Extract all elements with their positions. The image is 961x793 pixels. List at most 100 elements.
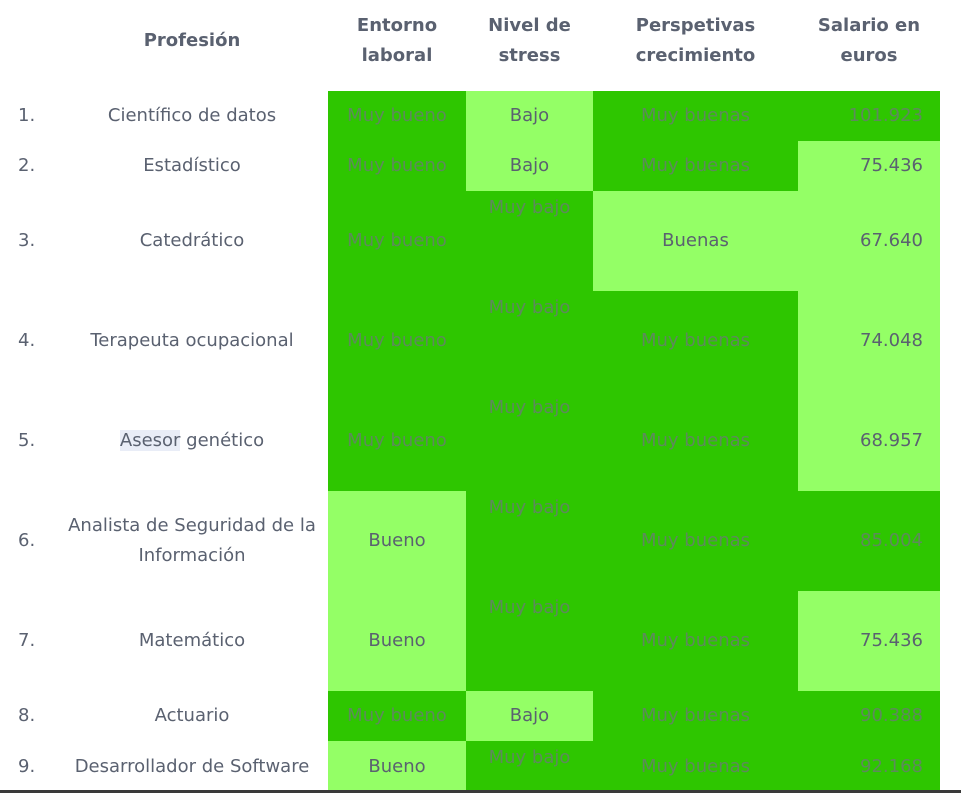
profession-label: Catedrático: [139, 230, 245, 251]
growth-cell: Muy buenas: [593, 291, 798, 391]
salary-cell: 74.048: [798, 291, 940, 391]
environment-cell: Bueno: [328, 741, 466, 793]
salary-cell-text: 68.957: [860, 430, 923, 451]
environment-cell: Bueno: [328, 491, 466, 591]
profession-label: Estadístico: [143, 155, 241, 176]
growth-cell: Muy buenas: [593, 91, 798, 141]
profession-label: Matemático: [138, 630, 246, 651]
profession-text: Matemático: [139, 626, 245, 656]
salary-cell: 101.923: [798, 91, 940, 141]
stress-cell-text: Muy bajo: [488, 397, 571, 418]
row-number-text: 3.: [18, 230, 36, 251]
row-number-text: 4.: [18, 330, 36, 351]
environment-cell-text: Muy bueno: [347, 705, 447, 726]
growth-cell: Muy buenas: [593, 391, 798, 491]
row-number-text: 5.: [18, 430, 36, 451]
salary-cell: 90.388: [798, 691, 940, 741]
header-growth: Perspetivas crecimiento: [593, 10, 798, 72]
stress-cell-text: Muy bajo: [488, 297, 571, 318]
salary-cell-text: 74.048: [860, 330, 923, 351]
growth-cell-text: Muy buenas: [640, 330, 751, 351]
environment-cell-text: Bueno: [368, 530, 426, 551]
growth-cell-text: Muy buenas: [640, 630, 751, 651]
profession-name: Analista de Seguridad de la Información: [60, 491, 324, 591]
profession-label: Terapeuta ocupacional: [90, 330, 294, 351]
salary-cell: 75.436: [798, 591, 940, 691]
row-number: 7.: [0, 591, 60, 691]
header-stress-line2: stress: [498, 45, 561, 66]
profession-text: Científico de datos: [108, 101, 276, 131]
profession-text: Estadístico: [143, 151, 241, 181]
stress-cell-text: Bajo: [509, 705, 550, 726]
environment-cell: Muy bueno: [328, 691, 466, 741]
growth-cell-text: Muy buenas: [640, 756, 751, 777]
stress-cell-text: Bajo: [509, 155, 550, 176]
header-environment: Entorno laboral: [328, 10, 466, 72]
growth-cell-text: Buenas: [662, 230, 729, 251]
salary-cell: 85.004: [798, 491, 940, 591]
salary-cell-text: 92.168: [860, 756, 923, 777]
table-bottom-rule: [0, 790, 961, 793]
environment-cell: Muy bueno: [328, 191, 466, 291]
profession-label: Analista de Seguridad de la Información: [68, 515, 316, 566]
profession-text: Analista de Seguridad de la Información: [60, 511, 324, 571]
profession-text: Catedrático: [140, 226, 245, 256]
stress-cell: Muy bajo: [466, 491, 593, 591]
profession-label: Desarrollador de Software: [74, 756, 310, 777]
salary-cell: 68.957: [798, 391, 940, 491]
salary-cell-text: 85.004: [860, 530, 923, 551]
stress-cell-text: Muy bajo: [488, 197, 571, 218]
growth-cell-text: Muy buenas: [640, 155, 751, 176]
profession-name: Desarrollador de Software: [60, 741, 324, 793]
environment-cell: Muy bueno: [328, 291, 466, 391]
stress-cell-text: Muy bajo: [488, 747, 571, 768]
header-growth-line1: Perspetivas: [635, 15, 756, 36]
profession-name: Catedrático: [60, 191, 324, 291]
row-number-text: 2.: [18, 155, 36, 176]
stress-cell: Muy bajo: [466, 291, 593, 391]
stress-cell: Muy bajo: [466, 591, 593, 691]
profession-label: Científico de datos: [107, 105, 277, 126]
growth-cell: Muy buenas: [593, 141, 798, 191]
environment-cell-text: Muy bueno: [347, 155, 447, 176]
salary-cell-text: 90.388: [860, 705, 923, 726]
growth-cell: Muy buenas: [593, 491, 798, 591]
environment-cell-text: Muy bueno: [347, 105, 447, 126]
row-number-text: 7.: [18, 630, 36, 651]
environment-cell: Muy bueno: [328, 91, 466, 141]
header-salary: Salario en euros: [798, 10, 940, 72]
row-number: 6.: [0, 491, 60, 591]
salary-cell-text: 75.436: [860, 630, 923, 651]
profession-name: Científico de datos: [60, 91, 324, 141]
profession-name: Terapeuta ocupacional: [60, 291, 324, 391]
profession-label: Actuario: [154, 705, 230, 726]
header-profession: Profesión: [143, 30, 241, 51]
profession-text: Terapeuta ocupacional: [90, 326, 293, 356]
environment-cell: Muy bueno: [328, 141, 466, 191]
growth-cell: Muy buenas: [593, 741, 798, 793]
stress-cell: Bajo: [466, 141, 593, 191]
row-number: 4.: [0, 291, 60, 391]
row-number-text: 8.: [18, 705, 36, 726]
header-growth-line2: crecimiento: [635, 45, 756, 66]
header-salary-line2: euros: [840, 45, 898, 66]
stress-cell: Muy bajo: [466, 191, 593, 291]
environment-cell-text: Bueno: [368, 756, 426, 777]
profession-name: Actuario: [60, 691, 324, 741]
row-number: 3.: [0, 191, 60, 291]
row-number: 9.: [0, 741, 60, 793]
header-stress: Nivel de stress: [466, 10, 593, 72]
stress-cell: Muy bajo: [466, 741, 593, 793]
header-environment-line1: Entorno: [356, 15, 438, 36]
header-salary-line1: Salario en: [817, 15, 921, 36]
stress-cell: Bajo: [466, 691, 593, 741]
growth-cell-text: Muy buenas: [640, 705, 751, 726]
environment-cell-text: Muy bueno: [347, 230, 447, 251]
environment-cell-text: Bueno: [368, 630, 426, 651]
growth-cell: Muy buenas: [593, 591, 798, 691]
environment-cell: Bueno: [328, 591, 466, 691]
growth-cell-text: Muy buenas: [640, 430, 751, 451]
profession-label: genético: [180, 430, 265, 451]
profession-name: Asesor genético: [60, 391, 324, 491]
